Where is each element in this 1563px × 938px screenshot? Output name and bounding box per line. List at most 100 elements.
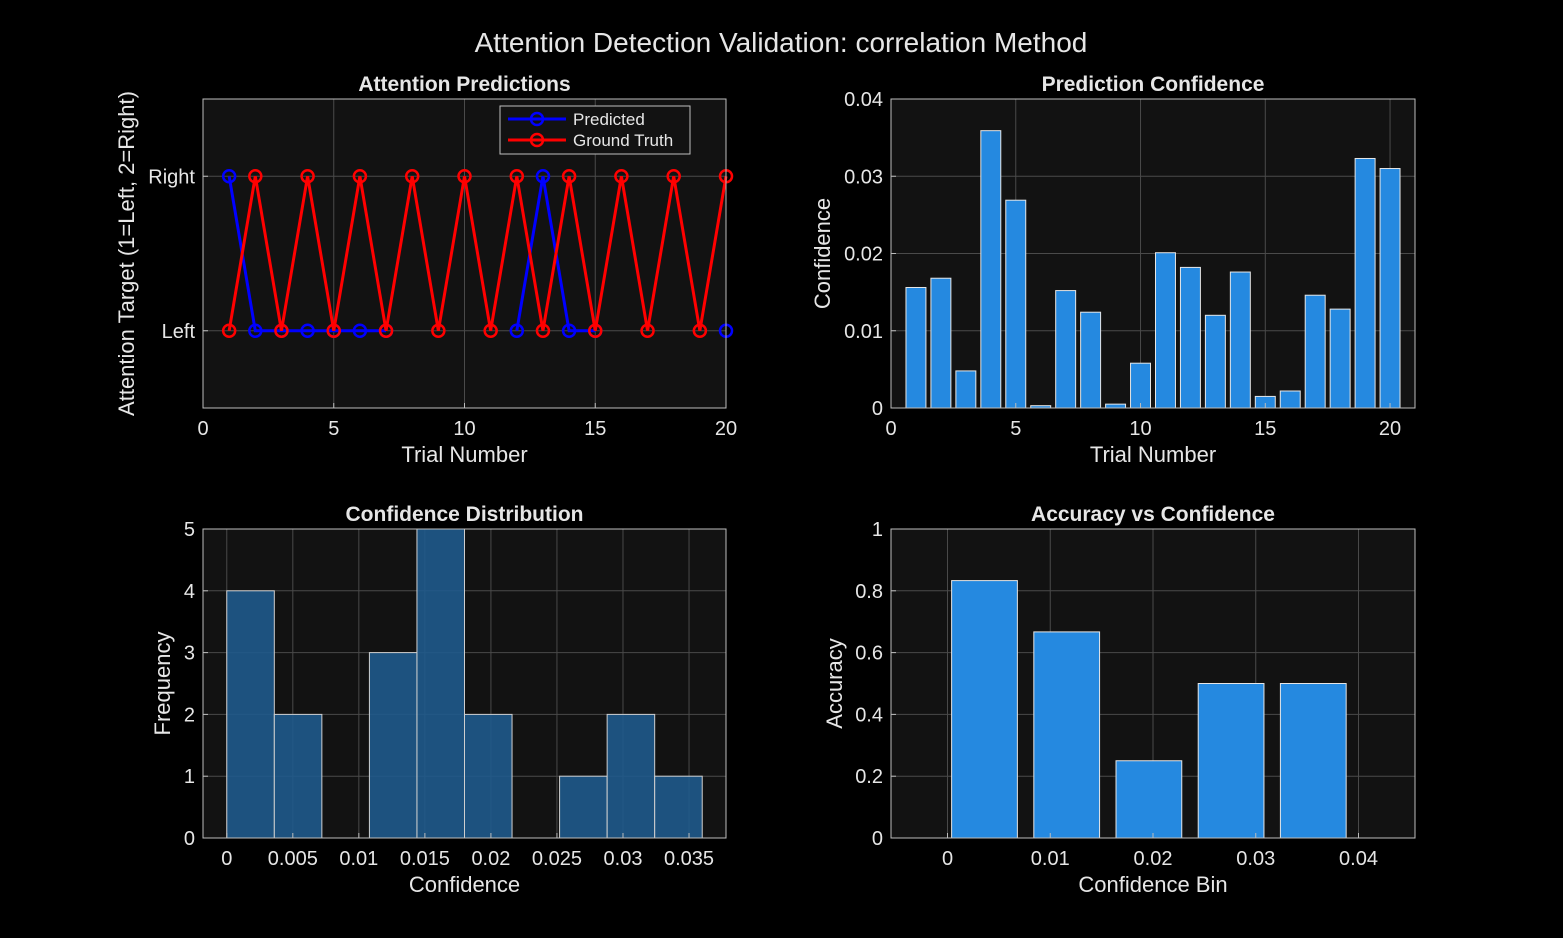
data-point-2 bbox=[248, 323, 263, 338]
y-tick-label-0: 0 bbox=[872, 828, 883, 850]
axes-frame bbox=[202, 528, 727, 839]
subplot-title: Accuracy vs Confidence bbox=[1031, 503, 1275, 526]
y-tick-label-4: 4 bbox=[184, 581, 195, 603]
x-tick-label-0: 0 bbox=[885, 418, 896, 440]
bar-trial-2 bbox=[930, 277, 952, 409]
y-tick-label-1: 1 bbox=[184, 766, 195, 788]
bar-trial-11 bbox=[1154, 252, 1176, 409]
data-point-1 bbox=[221, 323, 237, 338]
data-point-11 bbox=[483, 323, 498, 338]
data-point-16 bbox=[614, 169, 629, 184]
bar-trial-18 bbox=[1329, 308, 1351, 409]
data-point-15 bbox=[588, 323, 603, 338]
bar-trial-20 bbox=[1379, 168, 1401, 409]
bar-trial-3 bbox=[955, 370, 977, 409]
data-point-10 bbox=[457, 169, 472, 184]
x-tick-label-4: 0.04 bbox=[1339, 848, 1378, 870]
bar-trial-17 bbox=[1304, 294, 1326, 409]
y-tick-label-1: Right bbox=[148, 166, 195, 188]
x-tick-label-0: 0 bbox=[221, 848, 232, 870]
x-tick-label-3: 15 bbox=[584, 418, 606, 440]
y-tick-label-4: 0.8 bbox=[855, 581, 883, 603]
data-point-4 bbox=[300, 169, 315, 184]
y-tick-label-3: 3 bbox=[184, 643, 195, 665]
x-tick-label-1: 5 bbox=[328, 418, 339, 440]
x-tick-label-5: 0.025 bbox=[532, 848, 582, 870]
data-point-6 bbox=[352, 169, 368, 184]
bar-trial-16 bbox=[1279, 390, 1301, 409]
histogram-bin-0 bbox=[226, 590, 275, 839]
subplot-title: Prediction Confidence bbox=[1042, 73, 1265, 96]
subplot-title: Confidence Distribution bbox=[346, 503, 584, 526]
data-point-2 bbox=[248, 169, 263, 184]
x-tick-label-1: 0.005 bbox=[268, 848, 318, 870]
bar-bin-1 bbox=[1033, 631, 1101, 839]
data-point-12 bbox=[509, 169, 525, 184]
subplot-prediction-confidence: 0 5 10 15 20 0 0.01 0.02 0.03 0.04 Prediction Conf… bbox=[810, 73, 1416, 467]
histogram-bin-4 bbox=[416, 528, 466, 839]
data-point-13 bbox=[535, 323, 551, 338]
x-axis-label: Trial Number bbox=[1090, 442, 1216, 467]
bar-bin-0 bbox=[951, 580, 1018, 839]
y-axis-label: Frequency bbox=[150, 632, 175, 736]
data-point-12 bbox=[509, 323, 525, 338]
subplot-confidence-distribution: 0 0.005 0.01 0.015 0.02 0.025 0.03 0.035 0 1 2 3 4 5 C… bbox=[150, 503, 727, 897]
y-tick-label-2: 2 bbox=[184, 704, 195, 726]
y-tick-label-3: 0.6 bbox=[855, 643, 883, 665]
bar-trial-5 bbox=[1005, 199, 1027, 409]
bar-trial-14 bbox=[1229, 271, 1251, 409]
x-tick-label-4: 20 bbox=[1379, 418, 1401, 440]
subplot-accuracy-vs-confidence: 0 0.01 0.02 0.03 0.04 0 0.2 0.4 0.6 0.8 1 Accuracy … bbox=[822, 503, 1416, 897]
subplot-attention-predictions: 0 5 10 15 20 Left Right Attention Predictions Tr… bbox=[114, 73, 737, 467]
legend-box bbox=[499, 105, 691, 155]
x-tick-label-4: 20 bbox=[715, 418, 737, 440]
x-tick-label-3: 0.03 bbox=[1236, 848, 1275, 870]
x-tick-label-0: 0 bbox=[197, 418, 208, 440]
bar-trial-1 bbox=[905, 286, 927, 409]
bar-bin-4 bbox=[1279, 683, 1347, 839]
x-tick-label-1: 0.01 bbox=[1031, 848, 1070, 870]
bar-trial-8 bbox=[1080, 311, 1102, 409]
x-tick-label-2: 0.01 bbox=[339, 848, 378, 870]
series-line-segment-0 bbox=[227, 175, 728, 332]
legend: Predicted Ground Truth bbox=[499, 105, 691, 155]
x-tick-label-2: 10 bbox=[1129, 418, 1151, 440]
bar-trial-7 bbox=[1055, 290, 1077, 409]
data-point-5 bbox=[326, 323, 341, 338]
bar-trial-19 bbox=[1354, 157, 1376, 409]
data-point-13 bbox=[535, 169, 551, 184]
y-tick-label-0: 0 bbox=[184, 828, 195, 850]
bar-bin-2 bbox=[1115, 760, 1183, 839]
series-ground-truth bbox=[221, 169, 734, 338]
x-tick-label-1: 5 bbox=[1010, 418, 1021, 440]
data-point-9 bbox=[431, 323, 446, 338]
data-point-6 bbox=[352, 323, 368, 338]
x-tick-label-3: 0.015 bbox=[400, 848, 450, 870]
series-line-segment-0 bbox=[227, 175, 387, 333]
histogram-bin-8 bbox=[606, 713, 656, 839]
data-point-18 bbox=[666, 169, 681, 184]
y-tick-label-0: 0 bbox=[872, 398, 883, 420]
y-tick-label-0: Left bbox=[162, 321, 196, 343]
x-tick-label-2: 10 bbox=[453, 418, 475, 440]
data-point-14 bbox=[561, 169, 577, 184]
x-tick-label-6: 0.03 bbox=[604, 848, 643, 870]
x-tick-label-0: 0 bbox=[942, 848, 953, 870]
data-point-19 bbox=[692, 323, 708, 338]
y-tick-label-5: 1 bbox=[872, 519, 883, 541]
figure-title: Attention Detection Validation: correlat… bbox=[475, 27, 1088, 58]
y-tick-label-2: 0.02 bbox=[844, 244, 883, 266]
histogram-bin-3 bbox=[368, 652, 418, 839]
x-axis-label: Confidence Bin bbox=[1078, 872, 1227, 897]
histogram-bin-9 bbox=[654, 775, 703, 839]
data-point-3 bbox=[274, 323, 289, 338]
y-axis-label: Confidence bbox=[810, 198, 835, 309]
data-point-8 bbox=[404, 169, 420, 184]
legend-label-0: Predicted bbox=[573, 110, 645, 129]
y-tick-label-5: 5 bbox=[184, 519, 195, 541]
x-tick-label-3: 15 bbox=[1254, 418, 1276, 440]
x-tick-label-2: 0.02 bbox=[1134, 848, 1173, 870]
y-tick-label-3: 0.03 bbox=[844, 166, 883, 188]
x-axis-label: Confidence bbox=[409, 872, 520, 897]
